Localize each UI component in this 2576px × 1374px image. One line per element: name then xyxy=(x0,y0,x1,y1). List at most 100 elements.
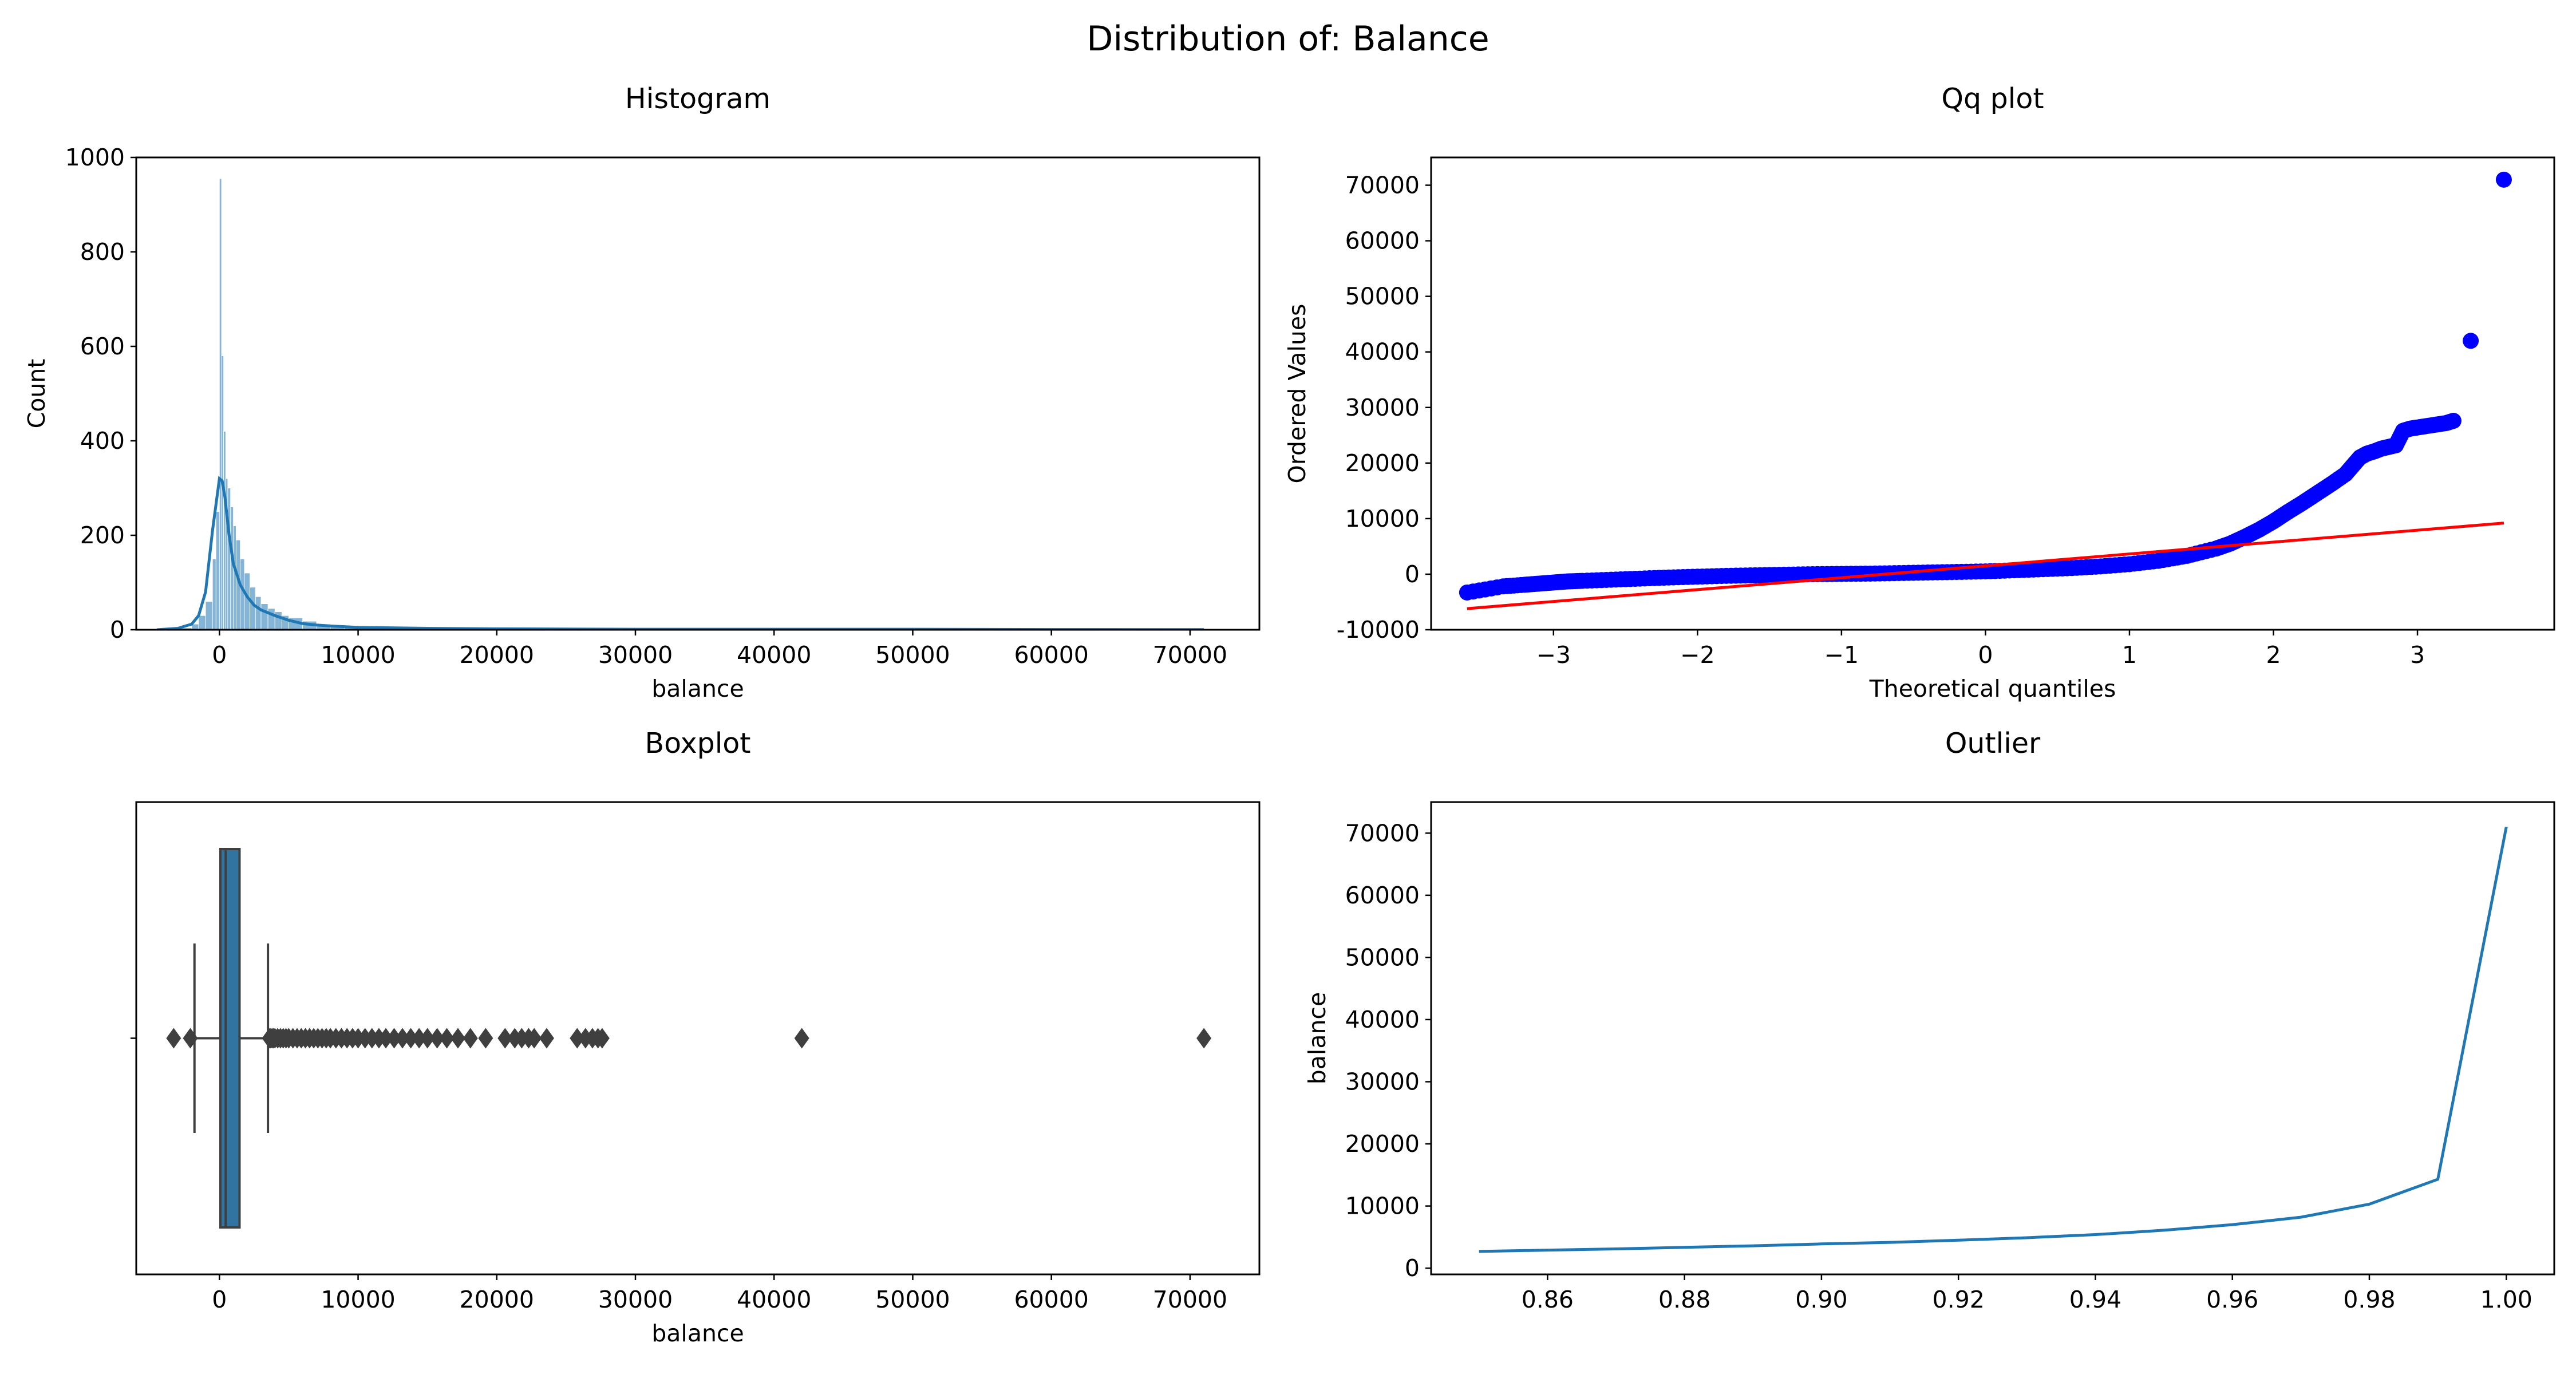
outlier-panel: Outlier 0.86 0.88 0.90 0.92 0.94 0.96 0.98 1.00 0… xyxy=(1303,727,2555,1313)
histogram-bar xyxy=(240,558,245,630)
histogram-bar xyxy=(215,511,220,630)
outlier-ytick-label: 60000 xyxy=(1345,882,1420,909)
histogram-bar xyxy=(260,603,268,630)
boxplot-outlier xyxy=(478,1028,493,1049)
histogram-xtick-label: 10000 xyxy=(321,641,395,669)
qqplot-panel: Qq plot −3 −2 −1 0 1 2 3 -10000 0 10000 20000 30000 4… xyxy=(1283,82,2555,702)
qq-point xyxy=(2495,171,2512,188)
histogram-xtick-label: 60000 xyxy=(1014,641,1088,669)
histogram-ylabel: Count xyxy=(23,359,50,429)
boxplot-outlier xyxy=(439,1028,455,1049)
figure-title: Distribution of: Balance xyxy=(1086,19,1489,59)
histogram-xtick-label: 20000 xyxy=(460,641,534,669)
outlier-xtick-label: 0.88 xyxy=(1658,1286,1710,1313)
histogram-bar xyxy=(233,526,236,630)
qqplot-title: Qq plot xyxy=(1941,82,2044,115)
qq-point xyxy=(2463,333,2479,349)
qqplot-ytick-label: 10000 xyxy=(1345,505,1420,532)
qqplot-ytick-label: 30000 xyxy=(1345,394,1420,421)
outlier-ytick-label: 70000 xyxy=(1345,819,1420,847)
histogram-xtick-label: 40000 xyxy=(737,641,811,669)
histogram-xtick-label: 70000 xyxy=(1153,641,1227,669)
histogram-xtick-label: 50000 xyxy=(875,641,950,669)
boxplot-xtick-label: 10000 xyxy=(321,1286,395,1313)
histogram-bar xyxy=(205,601,213,630)
outlier-line xyxy=(1479,826,2508,1253)
histogram-bar xyxy=(250,587,256,630)
boxplot-xtick-label: 0 xyxy=(212,1286,227,1313)
boxplot-outlier xyxy=(539,1028,554,1049)
boxplot-xtick-label: 70000 xyxy=(1153,1286,1227,1313)
qqplot-xtick-label: 1 xyxy=(2122,641,2137,669)
boxplot-outlier xyxy=(527,1028,542,1049)
histogram-bar xyxy=(219,178,222,630)
boxplot-outlier xyxy=(403,1028,418,1049)
histogram-xtick-label: 0 xyxy=(212,641,227,669)
boxplot-outlier xyxy=(429,1028,445,1049)
boxplot-outlier xyxy=(386,1028,402,1049)
histogram-xlabel: balance xyxy=(651,675,744,702)
outlier-ytick-label: 20000 xyxy=(1345,1130,1420,1158)
boxplot-outlier xyxy=(378,1028,393,1049)
qqplot-ytick-label: 60000 xyxy=(1345,227,1420,255)
histogram-bar xyxy=(198,615,206,630)
boxplot-xtick-label: 20000 xyxy=(460,1286,534,1313)
boxplot-outlier xyxy=(395,1028,410,1049)
outlier-ytick-label: 10000 xyxy=(1345,1193,1420,1220)
outlier-xtick-label: 0.96 xyxy=(2206,1286,2258,1313)
qqplot-xlabel: Theoretical quantiles xyxy=(1869,675,2116,702)
qqplot-ytick-label: 0 xyxy=(1405,560,1420,588)
boxplot-outlier xyxy=(450,1028,465,1049)
qqplot-frame xyxy=(1430,156,2555,631)
qqplot-ylabel: Ordered Values xyxy=(1283,304,1311,484)
boxplot-xtick-label: 30000 xyxy=(598,1286,673,1313)
boxplot-panel: Boxplot 0 10000 20000 30000 40000 50000 60000 70… xyxy=(131,727,1261,1347)
histogram-frame xyxy=(135,156,1261,631)
qqplot-ytick-label: 70000 xyxy=(1345,172,1420,199)
boxplot-outlier xyxy=(794,1028,809,1049)
histogram-ytick-label: 600 xyxy=(80,333,125,360)
outlier-ylabel: balance xyxy=(1303,992,1331,1084)
qqplot-plot-area xyxy=(1459,171,2512,610)
qqplot-ytick-label: 50000 xyxy=(1345,283,1420,310)
boxplot-outlier xyxy=(1196,1028,1212,1049)
boxplot-outlier xyxy=(420,1028,435,1049)
outlier-ytick-label: 40000 xyxy=(1345,1006,1420,1033)
boxplot-xtick-label: 60000 xyxy=(1014,1286,1088,1313)
histogram-bar xyxy=(223,431,226,630)
boxplot-frame xyxy=(135,801,1261,1276)
boxplot-outlier xyxy=(497,1028,513,1049)
outlier-frame xyxy=(1430,801,2555,1276)
histogram-xtick-label: 30000 xyxy=(598,641,673,669)
histogram-bar xyxy=(212,558,216,630)
boxplot-outlier xyxy=(594,1028,610,1049)
outlier-xtick-label: 0.92 xyxy=(1933,1286,1985,1313)
histogram-ytick-label: 0 xyxy=(110,616,125,643)
qqplot-xtick-label: −3 xyxy=(1536,641,1571,669)
qqplot-xtick-label: −1 xyxy=(1824,641,1859,669)
outlier-ytick-label: 0 xyxy=(1405,1254,1420,1282)
boxplot-outlier xyxy=(570,1028,585,1049)
histogram-title: Histogram xyxy=(625,82,771,115)
outlier-xtick-label: 1.00 xyxy=(2480,1286,2532,1313)
histogram-ytick-label: 1000 xyxy=(65,144,125,171)
boxplot-outlier xyxy=(412,1028,427,1049)
histogram-bar xyxy=(230,507,234,630)
outlier-xtick-label: 0.90 xyxy=(1795,1286,1847,1313)
boxplot-xtick-label: 50000 xyxy=(875,1286,950,1313)
outlier-plot-area xyxy=(1479,826,2508,1253)
outlier-ytick-label: 50000 xyxy=(1345,943,1420,971)
qqplot-xtick-label: 0 xyxy=(1978,641,1993,669)
histogram-bar xyxy=(244,572,251,630)
boxplot-outlier xyxy=(166,1028,181,1049)
boxplot-outlier xyxy=(183,1028,198,1049)
histogram-ytick-label: 800 xyxy=(80,238,125,266)
qqplot-xtick-label: −2 xyxy=(1680,641,1714,669)
outlier-ytick-label: 30000 xyxy=(1345,1068,1420,1095)
histogram-ytick-label: 200 xyxy=(80,522,125,549)
outlier-title: Outlier xyxy=(1945,727,2041,760)
